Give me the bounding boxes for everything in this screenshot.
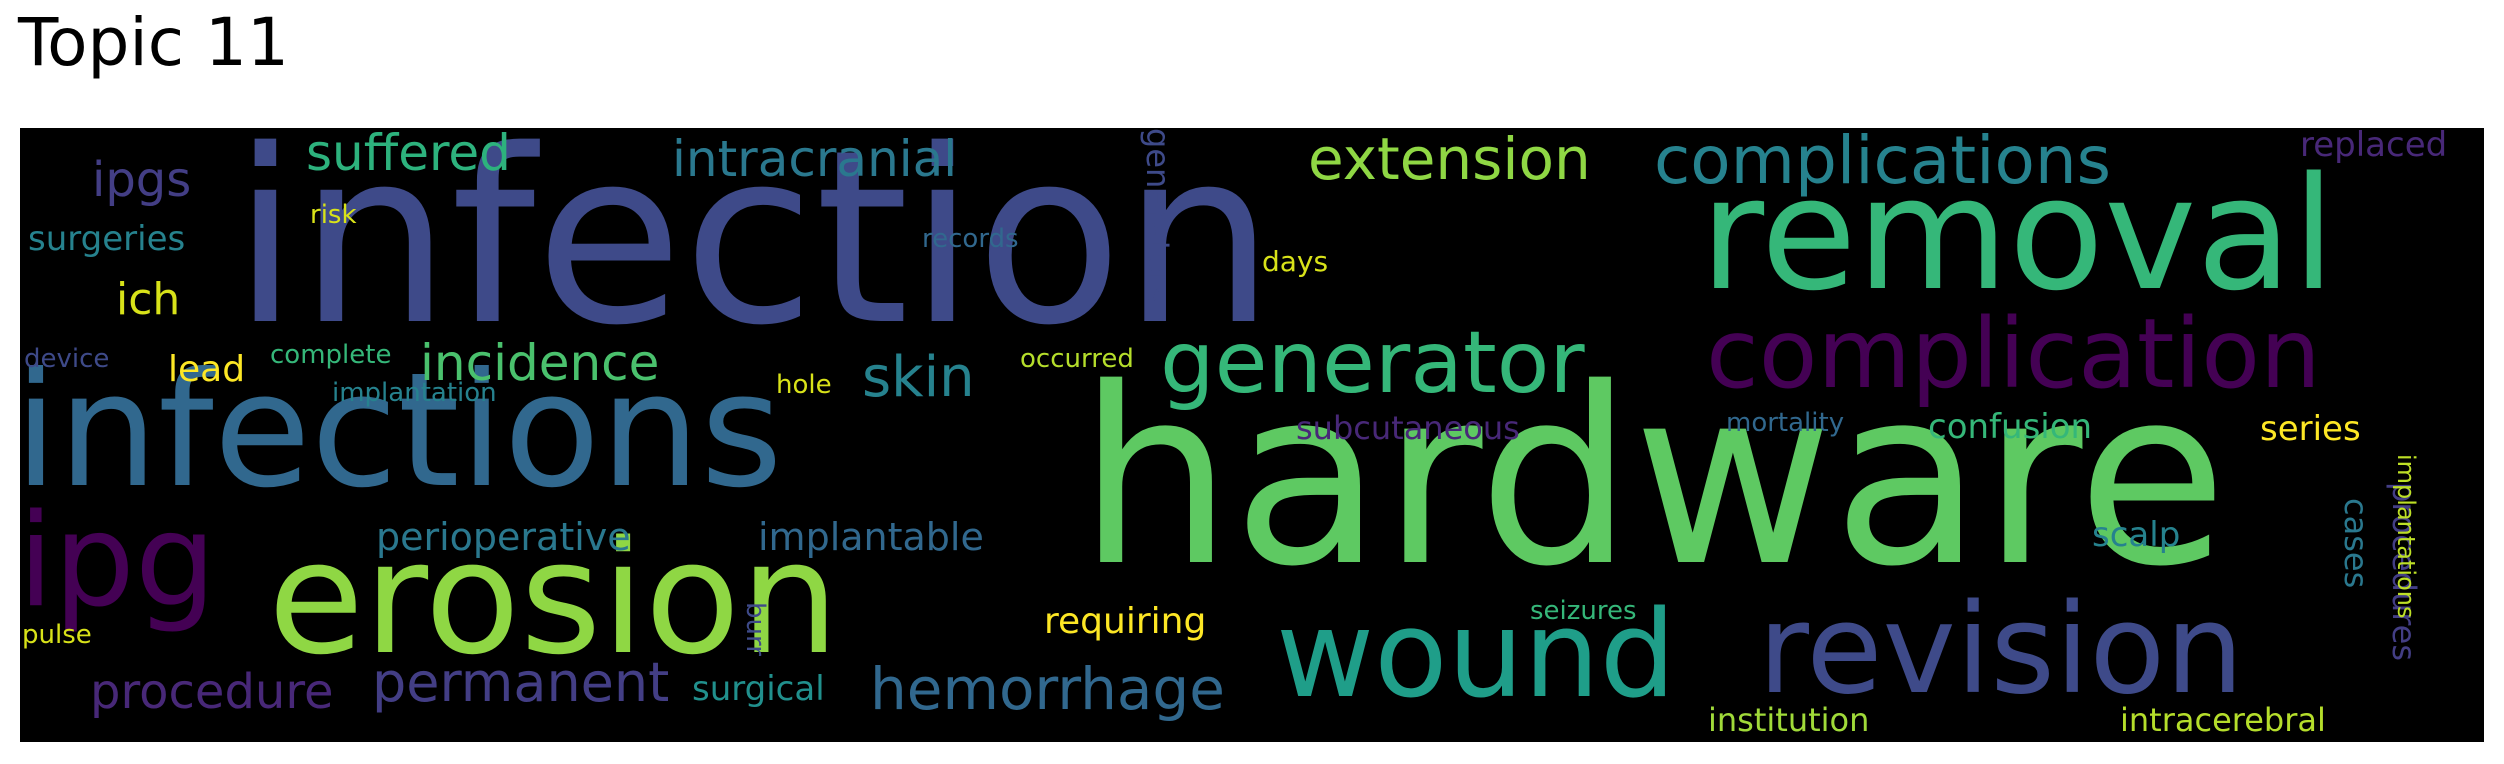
word-infection: infection (232, 128, 1275, 378)
word-occurred: occurred (1020, 344, 1134, 374)
page-title: Topic 11 (18, 4, 289, 81)
word-cloud: infection hardware infections erosion re… (20, 128, 2484, 742)
word-mortality: mortality (1726, 408, 1845, 438)
word-scalp: scalp (2092, 515, 2181, 555)
word-institution: institution (1708, 701, 1870, 739)
word-revision: revision (1758, 578, 2244, 722)
word-removal: removal (1700, 143, 2336, 325)
word-ipg: ipg (20, 487, 217, 636)
word-perioperative: perioperative (376, 515, 631, 559)
word-wound: wound (1276, 586, 1676, 725)
word-generator: generator (1160, 313, 1585, 413)
word-seizures: seizures (1530, 596, 1637, 626)
word-series: series (2260, 409, 2361, 449)
word-implantations: implantations (2392, 454, 2420, 619)
word-subcutaneous: subcutaneous (1296, 409, 1520, 447)
word-suffered: suffered (306, 128, 511, 182)
word-skin: skin (862, 345, 975, 410)
word-implantable: implantable (758, 515, 984, 559)
word-surgeries: surgeries (28, 219, 186, 259)
word-permanent: permanent (372, 651, 670, 714)
word-complete: complete (270, 340, 392, 370)
word-records: records (922, 224, 1019, 254)
word-intracerebral: intracerebral (2120, 701, 2326, 739)
word-burr: burr (740, 602, 770, 656)
word-generators: generators (1139, 128, 1177, 303)
word-requiring: requiring (1044, 601, 1207, 642)
word-complications: complications (1654, 128, 2112, 199)
word-lead: lead (168, 349, 246, 390)
word-implantation: implantation (332, 378, 497, 408)
word-hardware: hardware (1078, 336, 2228, 620)
word-risk: risk (310, 200, 357, 230)
word-device: device (24, 344, 110, 374)
word-ipgs: ipgs (92, 152, 192, 208)
word-confusion: confusion (1928, 407, 2093, 447)
word-cases: cases (2337, 498, 2375, 589)
word-days: days (1262, 245, 1329, 278)
word-infections: infections (20, 339, 783, 523)
word-replaced: replaced (2300, 128, 2448, 165)
word-extension: extension (1308, 128, 1591, 193)
word-complication: complication (1706, 298, 2321, 410)
word-ich: ich (116, 274, 181, 325)
word-incidence: incidence (420, 334, 660, 392)
word-intracranial: intracranial (672, 130, 958, 188)
word-hemorrhage: hemorrhage (870, 655, 1225, 723)
word-pulse: pulse (22, 620, 92, 650)
word-hole: hole (776, 370, 832, 400)
word-procedures: procedures (2385, 482, 2423, 662)
word-procedure: procedure (90, 664, 334, 720)
word-surgical: surgical (692, 669, 825, 709)
word-erosion: erosion (268, 507, 840, 689)
